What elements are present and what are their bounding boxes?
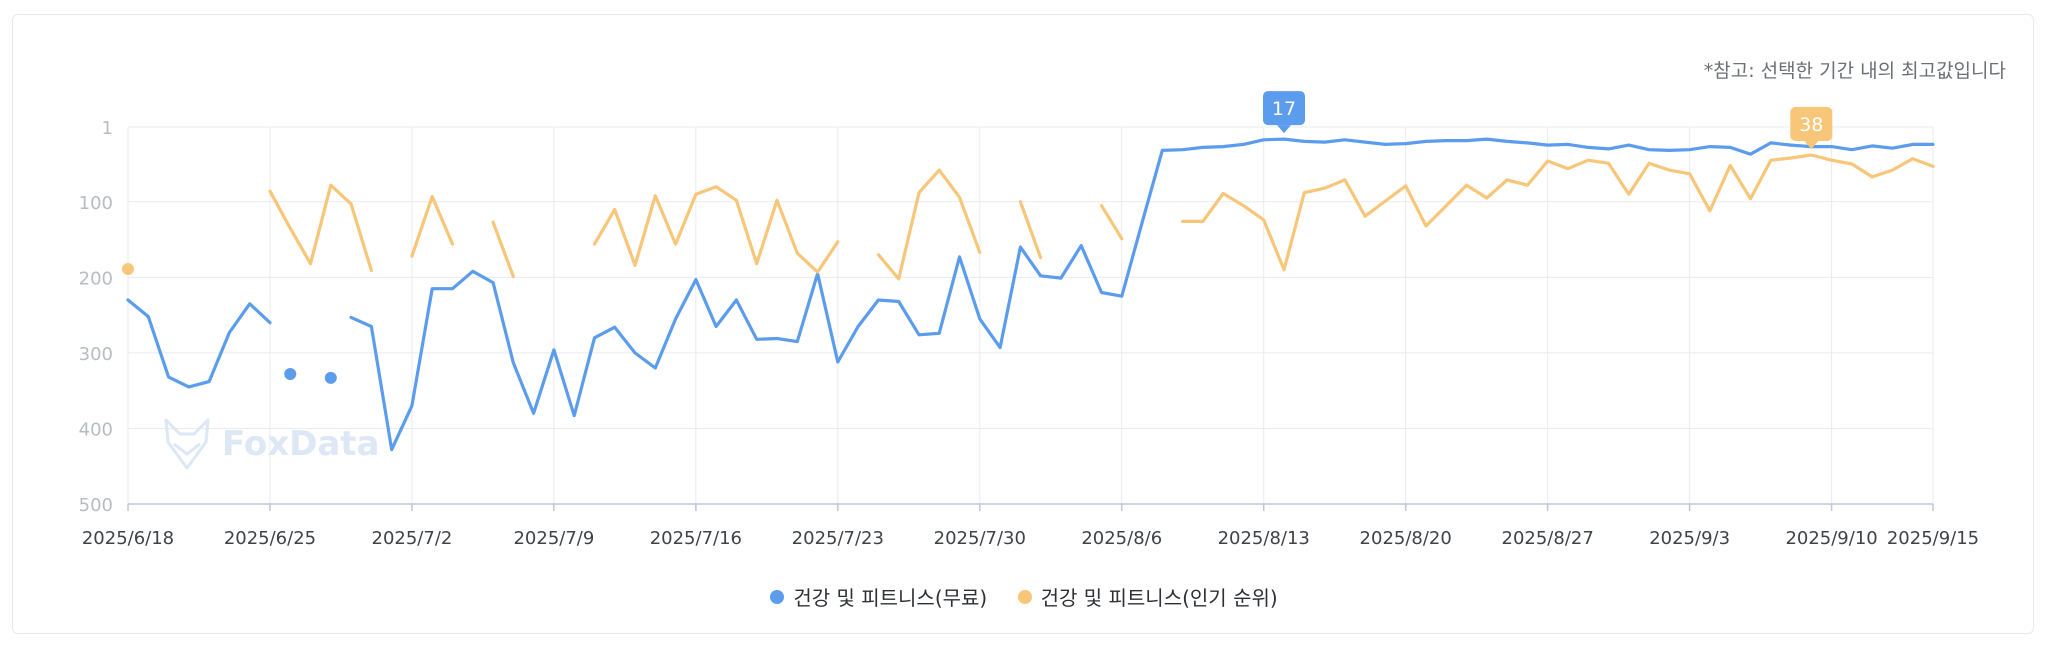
peak-note: *참고: 선택한 기간 내의 최고값입니다 <box>1703 60 2006 82</box>
series-lines <box>122 137 1935 452</box>
series-line <box>876 168 982 281</box>
y-tick-label: 1 <box>102 118 113 139</box>
callout-label: 17 <box>1272 98 1296 120</box>
x-tick-label: 2025/7/9 <box>513 528 594 549</box>
x-tick-label: 2025/6/18 <box>82 528 174 549</box>
watermark-text: FoxData <box>222 424 380 464</box>
x-tick-label: 2025/8/13 <box>1218 528 1310 549</box>
legend-label: 건강 및 피트니스(인기 순위) <box>1040 586 1278 610</box>
peak-callout: 17 <box>1263 91 1306 134</box>
x-tick-label: 2025/7/23 <box>792 528 884 549</box>
callout-box <box>1263 91 1306 126</box>
series-point <box>324 371 337 384</box>
series-line <box>349 137 1935 452</box>
x-tick-label: 2025/8/20 <box>1360 528 1452 549</box>
series-point <box>284 368 297 381</box>
y-tick-label: 300 <box>79 344 113 365</box>
callout-pointer <box>1804 140 1819 149</box>
legend-dot-icon <box>1017 589 1032 604</box>
x-tick-label: 2025/9/3 <box>1649 528 1730 549</box>
chart-card <box>12 14 2034 634</box>
fox-logo-icon <box>164 418 210 470</box>
x-tick-label: 2025/7/30 <box>934 528 1026 549</box>
legend-label: 건강 및 피트니스(무료) <box>793 586 988 610</box>
y-tick-label: 500 <box>79 495 113 516</box>
series-line <box>592 185 840 274</box>
series-line <box>410 194 455 258</box>
callout-pointer <box>1277 125 1292 134</box>
legend-dot-icon <box>770 589 785 604</box>
y-tick-label: 200 <box>79 268 113 289</box>
series-line <box>1099 204 1124 241</box>
series-line <box>491 220 515 279</box>
series-point <box>122 263 134 276</box>
x-tick-label: 2025/8/27 <box>1502 528 1594 549</box>
x-tick-label: 2025/8/6 <box>1081 528 1162 549</box>
foxdata-watermark: FoxData <box>162 418 380 470</box>
y-tick-label: 100 <box>79 193 113 214</box>
y-tick-label: 400 <box>79 419 113 440</box>
peak-callout: 38 <box>1790 106 1833 149</box>
x-tick-label: 2025/7/16 <box>650 528 742 549</box>
legend: 건강 및 피트니스(무료) 건강 및 피트니스(인기 순위) <box>0 582 2048 611</box>
x-tick-label: 2025/7/2 <box>372 528 453 549</box>
x-tick-label: 2025/9/10 <box>1785 528 1877 549</box>
grid-lines <box>127 126 1934 504</box>
callout-label: 38 <box>1799 114 1823 136</box>
legend-item-popular[interactable]: 건강 및 피트니스(인기 순위) <box>1017 582 1278 611</box>
x-tick-label: 2025/9/15 <box>1887 528 1979 549</box>
series-line <box>268 183 373 273</box>
callout-box <box>1790 106 1833 141</box>
series-line <box>1181 153 1935 272</box>
axes: 1 100 200 300 400 500 2025/6/18 2025/6/25 2025/7… <box>79 118 1980 549</box>
series-line <box>1018 200 1043 260</box>
x-tick-label: 2025/6/25 <box>224 528 316 549</box>
legend-item-free[interactable]: 건강 및 피트니스(무료) <box>770 582 987 611</box>
series-line <box>126 298 272 389</box>
